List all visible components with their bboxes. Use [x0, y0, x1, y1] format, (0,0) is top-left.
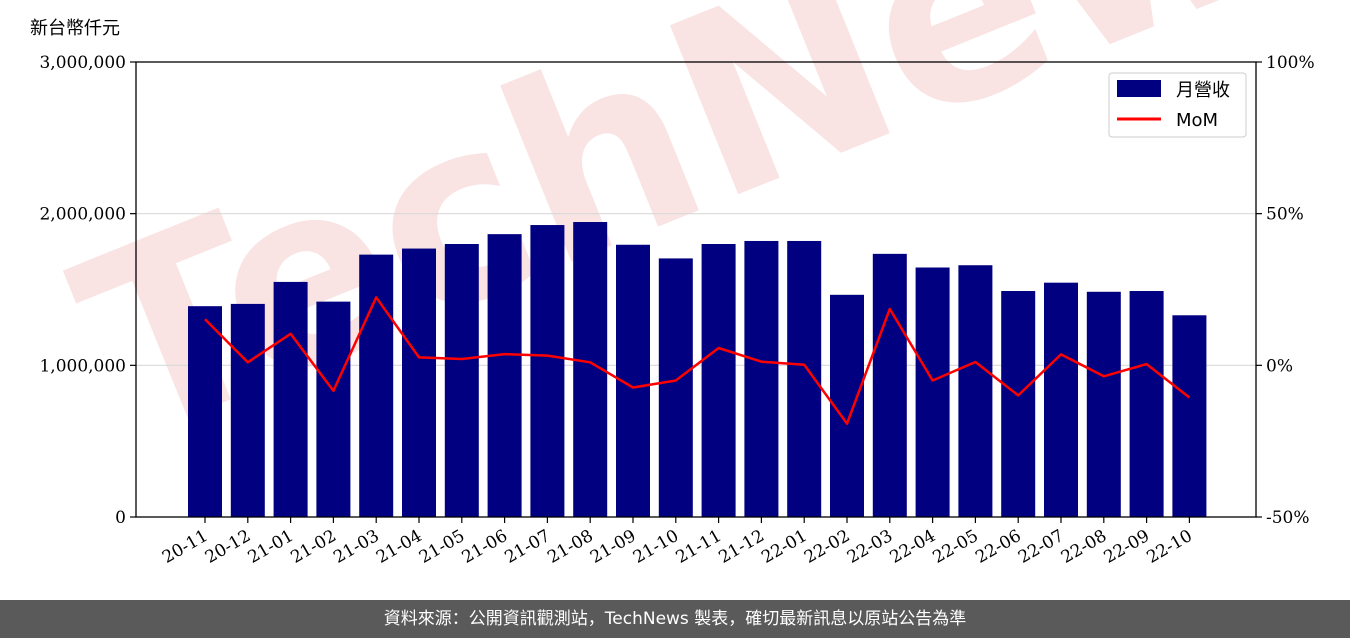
x-tick-label: 22-10 [1143, 526, 1195, 568]
line-series [204, 296, 1191, 425]
x-tick-label: 21-02 [287, 526, 339, 568]
bar [872, 253, 907, 517]
x-tick-label: 22-07 [1015, 526, 1067, 568]
x-tick-label: 21-10 [630, 526, 682, 568]
y-right-tick-label: -50% [1266, 508, 1310, 528]
bar [230, 303, 265, 517]
x-tick-label: 22-01 [758, 526, 810, 568]
bar-series [188, 222, 1207, 518]
bar [487, 234, 522, 517]
x-tick-label: 21-08 [544, 526, 596, 568]
x-tick-label: 22-09 [1101, 526, 1153, 568]
x-tick-label: 21-12 [715, 526, 767, 568]
bar [701, 244, 736, 517]
source-footer: 資料來源：公開資訊觀測站，TechNews 製表，確切最新訊息以原站公告為準 [0, 600, 1350, 638]
x-tick-label: 22-02 [801, 526, 853, 568]
bar [1044, 282, 1078, 517]
mom-line [204, 296, 1191, 425]
x-tick-label: 21-05 [416, 526, 468, 568]
x-tick-label: 22-05 [929, 526, 981, 568]
bar [958, 265, 993, 517]
y-right-tick-label: 100% [1266, 53, 1315, 73]
y-right-tick-label: 0% [1266, 356, 1293, 376]
bar [188, 306, 222, 517]
bar [744, 240, 779, 517]
x-tick-label: 21-06 [459, 526, 511, 568]
bar [530, 225, 565, 517]
bar [359, 254, 394, 517]
x-tick-label: 20-12 [202, 526, 254, 568]
y-left-tick-label: 0 [115, 508, 126, 528]
legend: 月營收 MoM [1108, 72, 1247, 138]
bar [402, 248, 436, 518]
bar [316, 301, 351, 517]
bar [1001, 291, 1036, 517]
bar [658, 258, 693, 517]
x-tick-label: 21-04 [373, 526, 425, 568]
bar [915, 267, 950, 517]
x-tick-label: 21-07 [501, 526, 553, 568]
legend-bar-label: 月營收 [1176, 80, 1230, 101]
bar [1172, 315, 1207, 517]
x-tick-label: 22-04 [887, 526, 939, 568]
bar [1129, 291, 1164, 517]
x-tick-label: 21-11 [673, 526, 725, 568]
chart: TechNews 01,000,0002,000,0003,000,000-50… [39, 0, 1350, 568]
x-tick-label: 22-06 [972, 526, 1024, 568]
y-left-tick-label: 3,000,000 [39, 53, 126, 73]
x-tick-label: 22-08 [1058, 526, 1110, 568]
x-tick-label: 21-03 [330, 526, 382, 568]
bar [273, 281, 308, 517]
y-left-tick-label: 2,000,000 [39, 205, 126, 225]
y-right-tick-label: 50% [1266, 205, 1304, 225]
bar [1086, 291, 1121, 517]
x-tick-label: 22-03 [844, 526, 896, 568]
y-axis-unit-label: 新台幣仟元 [30, 18, 120, 39]
legend-line-label: MoM [1176, 110, 1218, 131]
bar [444, 244, 479, 517]
x-tick-label: 20-11 [159, 526, 211, 568]
plot-frame [135, 61, 1257, 518]
y-left-tick-label: 1,000,000 [39, 356, 126, 376]
x-tick-label: 21-01 [245, 526, 297, 568]
legend-bar-swatch [1117, 80, 1161, 97]
x-tick-label: 21-09 [587, 526, 639, 568]
